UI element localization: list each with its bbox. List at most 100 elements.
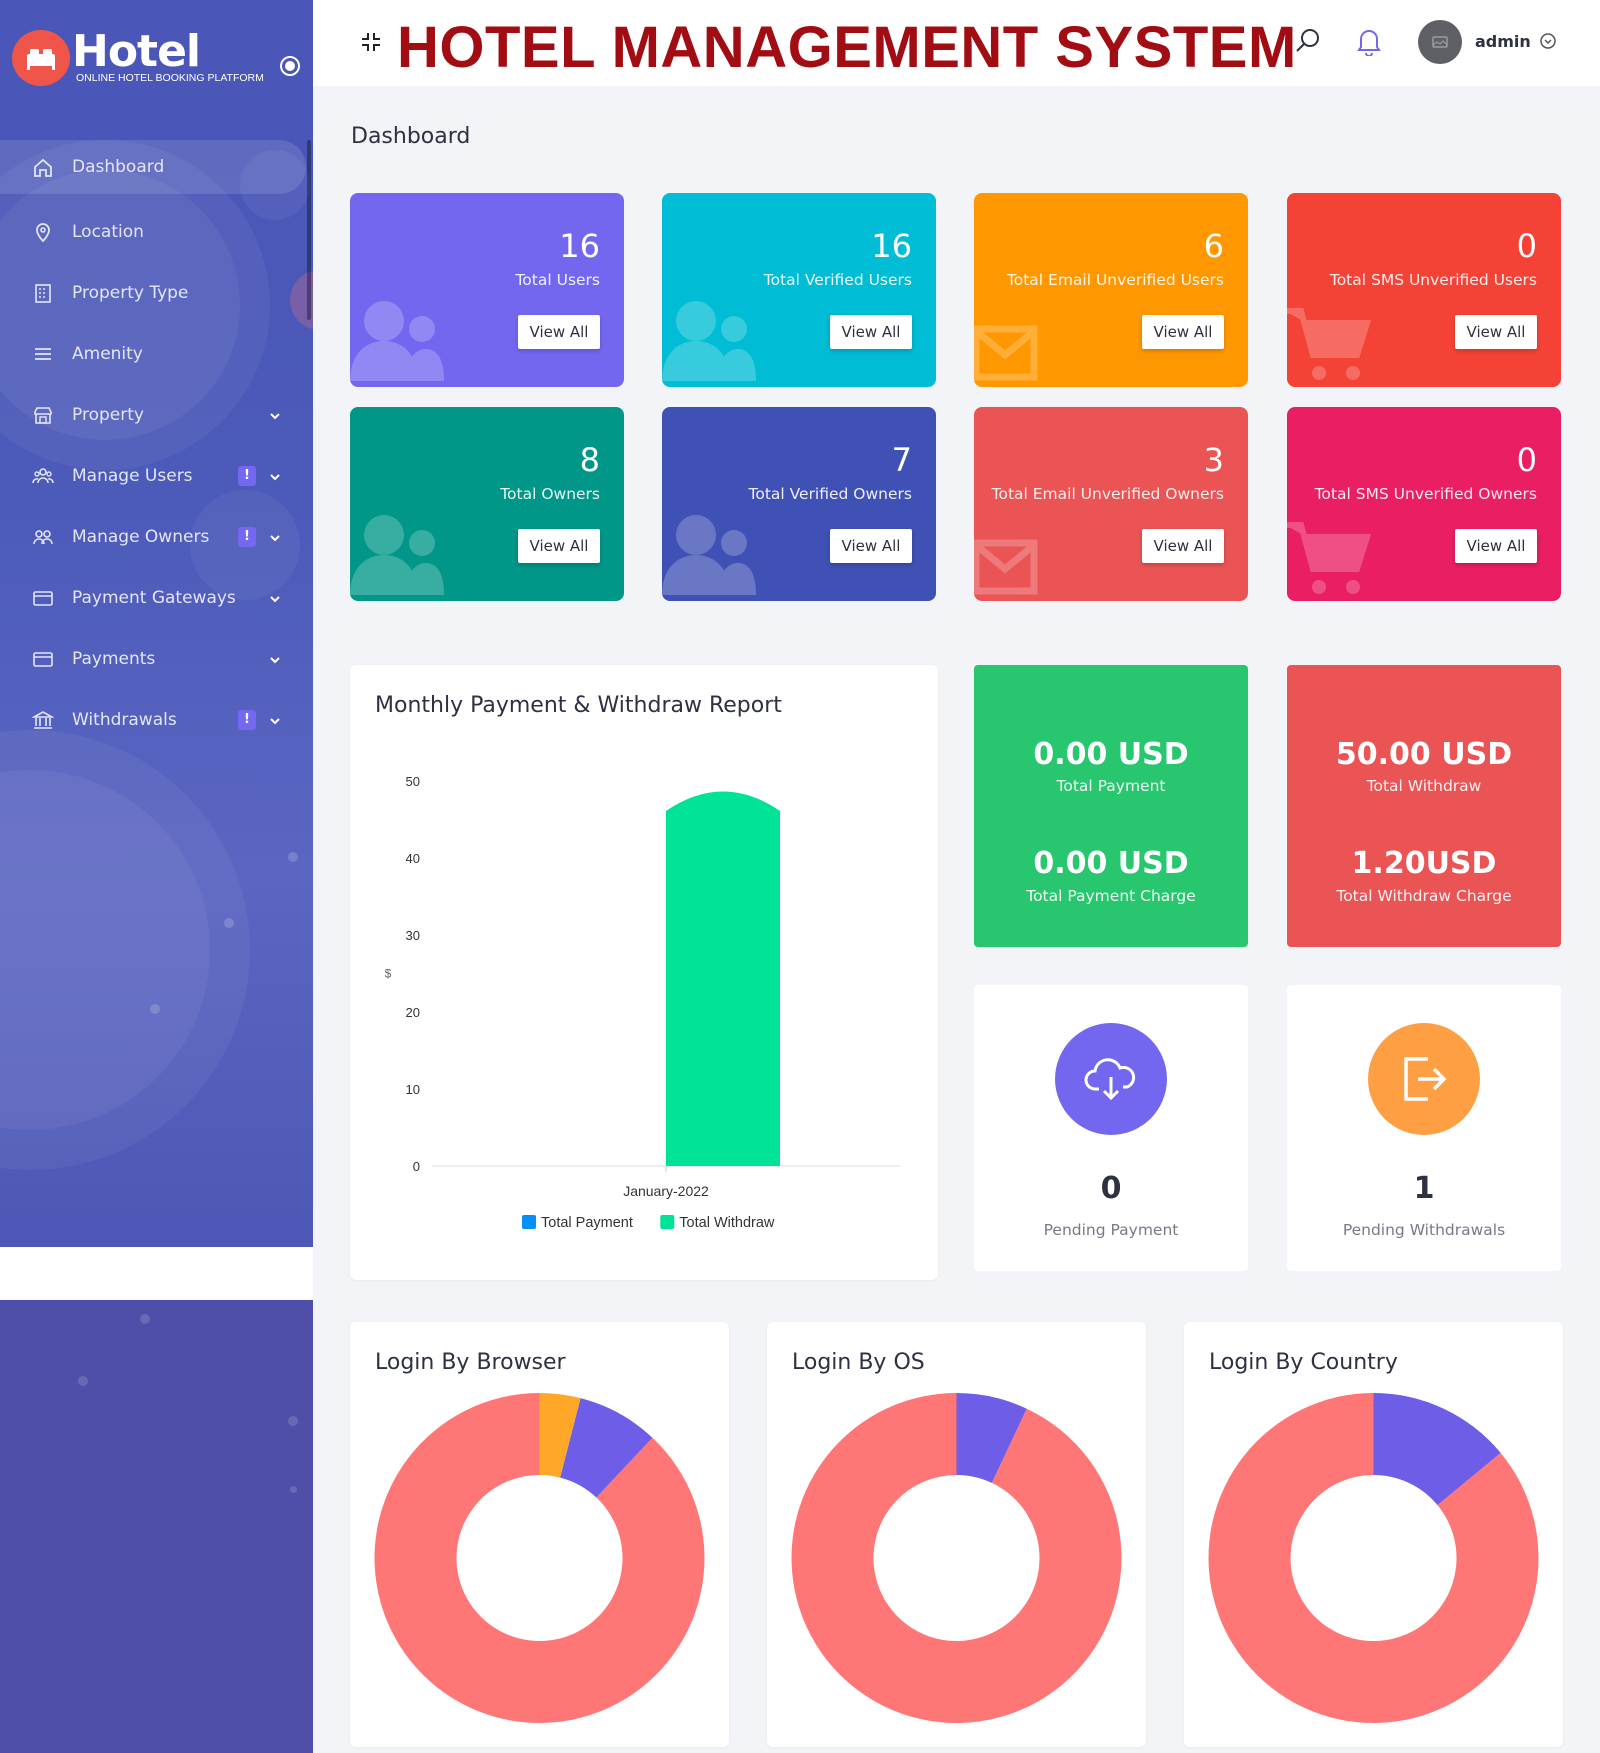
stat-value: 3 (1203, 441, 1224, 479)
sidebar-scrollbar[interactable] (307, 140, 311, 320)
monthly-report-panel: Monthly Payment & Withdraw Report 0 10 20 3… (350, 665, 938, 1280)
sidebar-item-label: Withdrawals (72, 709, 177, 730)
stat-value: 0 (1516, 227, 1537, 265)
store-icon (32, 404, 54, 426)
avatar[interactable] (1418, 20, 1462, 64)
pie-slice[interactable] (1373, 1393, 1501, 1506)
decor-dot (150, 1004, 160, 1014)
chevron-down-icon[interactable] (268, 530, 282, 544)
sidebar-item-label: Manage Users (72, 465, 193, 486)
legend-label[interactable]: Total Payment (541, 1215, 633, 1231)
sidebar-item-property-type[interactable]: Property Type (0, 262, 313, 323)
stat-label: Total Users (515, 271, 600, 289)
search-icon[interactable] (1293, 26, 1323, 56)
collapse-icon[interactable] (359, 30, 383, 54)
sidebar-item-label: Location (72, 221, 144, 242)
pie-slice[interactable] (560, 1398, 653, 1498)
stat-label: Total Email Unverified Owners (991, 485, 1224, 503)
users-icon (662, 507, 758, 601)
sidebar-item-label: Property (72, 404, 144, 425)
chevron-down-icon[interactable] (268, 652, 282, 666)
pending-card: 0 Pending Payment (974, 985, 1248, 1271)
sidebar-nav: Dashboard Location Property Type Amenity Pro… (0, 140, 313, 750)
decor-bubble (0, 140, 270, 470)
view-all-button[interactable]: View All (1142, 529, 1224, 563)
summary-value: 0.00 USD (1033, 846, 1189, 881)
stat-card: 16 Total Users View All (350, 193, 624, 387)
chevron-down-icon[interactable] (268, 713, 282, 727)
view-all-button[interactable]: View All (830, 529, 912, 563)
decor-dot (288, 852, 298, 862)
sidebar-item-manage-users[interactable]: Manage Users! (0, 445, 313, 506)
sidebar-item-label: Payments (72, 648, 156, 669)
summary-label: Total Payment Charge (1026, 887, 1196, 905)
sidebar-item-label: Payment Gateways (72, 587, 236, 608)
chevron-down-icon[interactable] (268, 591, 282, 605)
pie-slice[interactable] (791, 1393, 1122, 1723)
sidebar-item-payments[interactable]: Payments (0, 628, 313, 689)
pie-slice[interactable] (374, 1393, 705, 1723)
stat-label: Total Owners (500, 485, 600, 503)
sidebar-item-payment-gateways[interactable]: Payment Gateways (0, 567, 313, 628)
stat-value: 8 (579, 441, 600, 479)
sidebar-item-property[interactable]: Property (0, 384, 313, 445)
chevron-down-icon[interactable] (268, 408, 282, 422)
summary-label: Total Withdraw (1366, 777, 1482, 795)
view-all-button[interactable]: View All (1142, 315, 1224, 349)
sidebar-item-amenity[interactable]: Amenity (0, 323, 313, 384)
summary-value: 50.00 USD (1335, 737, 1513, 772)
pie-slice[interactable] (956, 1393, 1027, 1483)
stat-label: Total Email Unverified Users (1006, 271, 1224, 289)
sidebar-toggle-icon[interactable] (280, 56, 300, 76)
stat-value: 7 (891, 441, 912, 479)
users-icon (662, 293, 758, 387)
cart-icon (1287, 303, 1373, 387)
login-by-os-chart (791, 1393, 1122, 1723)
sidebar-item-withdrawals[interactable]: Withdrawals! (0, 689, 313, 750)
view-all-button[interactable]: View All (1455, 529, 1537, 563)
decor-bubble (240, 150, 310, 220)
map-pin-icon (32, 221, 54, 243)
sidebar-item-label: Dashboard (72, 157, 165, 177)
mail-icon (974, 537, 1040, 601)
users-icon (350, 507, 446, 601)
y-tick-label: 0 (413, 1159, 420, 1174)
view-all-button[interactable]: View All (518, 315, 600, 349)
stat-card: 3 Total Email Unverified Owners View All (974, 407, 1248, 601)
summary-value: 0.00 USD (1033, 737, 1189, 772)
chevron-down-icon[interactable] (268, 469, 282, 483)
bar-total-withdraw[interactable] (666, 791, 780, 1167)
stat-label: Total SMS Unverified Owners (1314, 485, 1537, 503)
legend-label[interactable]: Total Withdraw (679, 1215, 775, 1231)
credit-card-icon (32, 587, 54, 609)
chevron-down-icon[interactable] (1539, 32, 1557, 50)
cloud-download-icon (1055, 1023, 1167, 1135)
sidebar-item-label: Amenity (72, 343, 143, 364)
login-by-country-panel: Login By Country (1184, 1322, 1563, 1747)
mail-icon (974, 323, 1040, 387)
page-title: Dashboard (351, 124, 471, 149)
summary-card: 0.00 USD Total Payment 0.00 USD Total Payme… (974, 665, 1248, 947)
view-all-button[interactable]: View All (830, 315, 912, 349)
bell-icon[interactable] (1356, 26, 1382, 57)
user-name[interactable]: admin (1475, 32, 1531, 51)
sidebar-gap (0, 1247, 313, 1300)
decor-dot (290, 1486, 297, 1493)
sidebar-item-location[interactable]: Location (0, 201, 313, 262)
pie-slice[interactable] (539, 1393, 581, 1478)
summary-card: 50.00 USD Total Withdraw 1.20USD Total With… (1287, 665, 1561, 947)
decor-dot (224, 918, 234, 928)
sidebar-item-dashboard[interactable]: Dashboard (0, 140, 306, 194)
pending-value: 1 (1413, 1171, 1435, 1206)
y-tick-label: 10 (406, 1082, 420, 1097)
view-all-button[interactable]: View All (518, 529, 600, 563)
pie-slice[interactable] (1208, 1393, 1539, 1723)
view-all-button[interactable]: View All (1455, 315, 1537, 349)
decor-bubble (0, 170, 240, 440)
sidebar-item-manage-owners[interactable]: Manage Owners! (0, 506, 313, 567)
decor-dot (140, 1314, 150, 1324)
brand[interactable]: Hotel ONLINE HOTEL BOOKING PLATFORM (12, 26, 312, 90)
y-tick-label: 40 (406, 851, 420, 866)
monthly-report-title: Monthly Payment & Withdraw Report (375, 693, 782, 718)
y-tick-label: 30 (406, 928, 420, 943)
